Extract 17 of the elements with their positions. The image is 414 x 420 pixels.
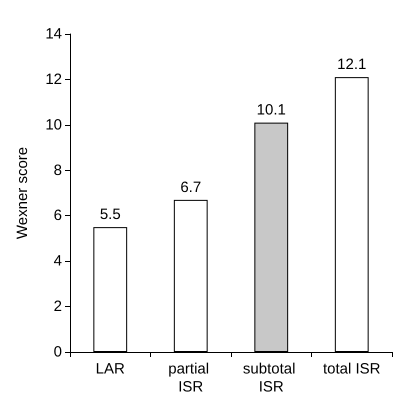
data-label: 6.7 [180,178,202,196]
x-tick-label: total ISR [322,360,381,378]
y-axis-title: Wexner score [14,146,31,240]
y-tick-label: 10 [45,116,62,134]
data-label: 12.1 [337,56,366,74]
data-label: 10.1 [256,102,286,119]
y-tick-label: 2 [54,298,62,316]
x-tick-label: subtotal ISR [242,360,300,396]
y-tick-label: 6 [54,207,62,224]
y-tick-label: 14 [45,26,62,42]
x-tick-label: partial ISR [168,360,214,396]
x-tick-label: LAR [96,360,126,378]
data-label: 5.5 [100,206,121,224]
y-tick-label: 0 [54,344,62,360]
y-tick-label: 12 [45,70,62,88]
y-tick-label: 8 [54,162,62,179]
y-tick-label: 4 [54,252,62,270]
